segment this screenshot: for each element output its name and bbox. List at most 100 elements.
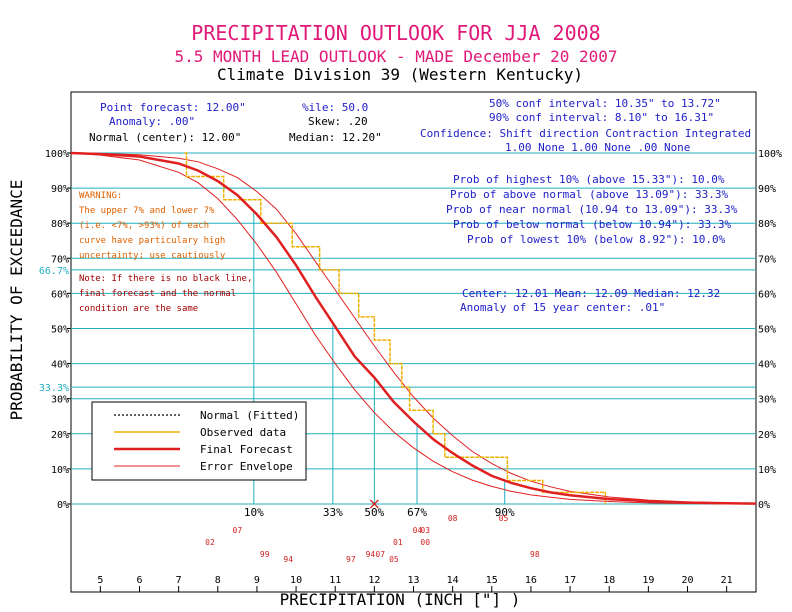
year-point-label: 07 <box>375 550 385 559</box>
year-point-label: 04 <box>413 526 423 535</box>
y-tick-label-right: 100% <box>758 149 782 160</box>
series-group <box>70 151 757 509</box>
y-tick-label: 10% <box>51 465 69 476</box>
confidence-values: 1.00 None 1.00 None .00 None <box>505 141 690 154</box>
y-tick-label-right: 40% <box>758 360 776 371</box>
note-line: Note: If there is no black line, <box>79 274 252 284</box>
warning-line: curve have particulary high <box>79 236 225 246</box>
y-tick-label: 30% <box>51 395 69 406</box>
prob-below-normal: Prob of below normal (below 10.94"): 33.… <box>453 218 732 231</box>
note-block: Note: If there is no black line, final f… <box>79 274 252 314</box>
skew-text: Skew: .20 <box>308 115 368 128</box>
legend-label-forecast: Final Forecast <box>200 443 293 456</box>
y-axis-title: PROBABILITY OF EXCEEDANCE <box>7 180 26 421</box>
year-point-label: 97 <box>346 555 356 564</box>
year-point-label: 05 <box>499 514 509 523</box>
x-tick-label: 16 <box>525 575 537 586</box>
warning-line: WARNING: <box>79 191 122 201</box>
division-title: Climate Division 39 (Western Kentucky) <box>217 65 583 84</box>
y-tick-label-right: 20% <box>758 430 776 441</box>
y-tick-label: 100% <box>45 149 69 160</box>
x-tick-label: 11 <box>329 575 341 586</box>
y-tick-label-right: 80% <box>758 219 776 230</box>
year-point-label: 05 <box>389 555 399 564</box>
error-envelope-upper <box>70 152 757 504</box>
x-tick-label: 15 <box>486 575 498 586</box>
y-tick-label-right: 0% <box>758 500 770 511</box>
year-point-label: 98 <box>530 550 540 559</box>
year-point-label: 00 <box>420 538 430 547</box>
x-ticks: 5 6 7 8 9 10 11 12 13 14 15 16 17 18 19 20 21 <box>97 575 733 592</box>
reference-lines: 66.7% 33.3% <box>39 266 756 394</box>
x-tick-label: 21 <box>721 575 733 586</box>
y-tick-label-right: 90% <box>758 184 776 195</box>
year-point-label: 08 <box>448 514 458 523</box>
warning-line: The upper 7% and lower 7% <box>79 206 215 216</box>
y-tick-label: 0% <box>57 500 69 511</box>
x-tick-label: 9 <box>254 575 260 586</box>
point-forecast: Point forecast: 12.00" <box>100 101 246 114</box>
year-point-label: 03 <box>420 526 430 535</box>
y-tick-label-right: 60% <box>758 289 776 300</box>
warning-line: uncertainty; use cautiously <box>79 251 226 261</box>
ci50-text: 50% conf interval: 10.35" to 13.72" <box>489 97 721 110</box>
confidence-header: Confidence: Shift direction Contraction … <box>420 127 751 140</box>
x-tick-label: 14 <box>447 575 459 586</box>
y-ticks-left: 0% 10% 20% 30% 40% 50% 60% 70% 80% 90% 100% <box>45 149 71 511</box>
x-tick-label: 7 <box>176 575 182 586</box>
grid <box>71 152 756 505</box>
y-tick-label: 20% <box>51 430 69 441</box>
year-point-label: 99 <box>260 550 270 559</box>
warning-block: WARNING: The upper 7% and lower 7% (i.e.… <box>79 191 226 261</box>
x-tick-label: 19 <box>642 575 654 586</box>
y-tick-label: 70% <box>51 254 69 265</box>
y-tick-label: 80% <box>51 219 69 230</box>
y-tick-label-right: 10% <box>758 465 776 476</box>
x-tick-label: 13 <box>407 575 419 586</box>
x-tick-label: 10 <box>290 575 302 586</box>
x-tick-label: 12 <box>368 575 380 586</box>
ci90-text: 90% conf interval: 8.10" to 16.31" <box>489 111 714 124</box>
anomaly-15yr: Anomaly of 15 year center: .01" <box>460 301 665 314</box>
observed-data-line <box>184 152 607 504</box>
y-tick-label: 50% <box>51 325 69 336</box>
x-tick-label: 17 <box>564 575 576 586</box>
percentile-text: %ile: 50.0 <box>302 101 368 114</box>
forecast-marker <box>369 499 379 509</box>
x-tick-label: 20 <box>681 575 693 586</box>
year-point-label: 07 <box>233 526 243 535</box>
normal-center: Normal (center): 12.00" <box>89 131 241 144</box>
x-tick-label: 6 <box>136 575 142 586</box>
percentile-label: 50% <box>364 506 384 519</box>
warning-line: (i.e. <7%, >93%) of each <box>79 221 209 231</box>
legend: Normal (Fitted) Observed data Final Fore… <box>91 401 307 481</box>
chart-subtitle: 5.5 MONTH LEAD OUTLOOK - MADE December 2… <box>174 47 617 66</box>
legend-label-envelope: Error Envelope <box>200 460 293 473</box>
center-mean-median: Center: 12.01 Mean: 12.09 Median: 12.32 <box>462 287 720 300</box>
year-point-label: 02 <box>205 538 215 547</box>
prob-above-normal: Prob of above normal (above 13.09"): 33.… <box>450 188 729 201</box>
y-tick-label: 40% <box>51 360 69 371</box>
note-line: final forecast and the normal <box>79 289 236 299</box>
percentile-label: 33% <box>323 506 343 519</box>
y-tick-label-right: 50% <box>758 325 776 336</box>
x-tick-label: 5 <box>97 575 103 586</box>
error-envelope-lower <box>70 152 757 505</box>
x-tick-label: 8 <box>215 575 221 586</box>
prob-highest-10: Prob of highest 10% (above 15.33"): 10.0… <box>453 173 725 186</box>
final-forecast-line <box>70 151 757 505</box>
prob-lowest-10: Prob of lowest 10% (below 8.92"): 10.0% <box>467 233 726 246</box>
legend-label-normal: Normal (Fitted) <box>200 409 299 422</box>
reference-label: 33.3% <box>39 383 69 394</box>
y-tick-label-right: 70% <box>758 254 776 265</box>
y-tick-label-right: 30% <box>758 395 776 406</box>
prob-near-normal: Prob of near normal (10.94 to 13.09"): 3… <box>446 203 738 216</box>
year-point-label: 01 <box>393 538 403 547</box>
reference-label: 66.7% <box>39 266 69 277</box>
percentile-label: 67% <box>407 506 427 519</box>
anomaly-text: Anomaly: .00" <box>109 115 195 128</box>
y-tick-label: 60% <box>51 289 69 300</box>
percentile-markers: 10% 33% 50% 67% 90% <box>244 211 515 519</box>
